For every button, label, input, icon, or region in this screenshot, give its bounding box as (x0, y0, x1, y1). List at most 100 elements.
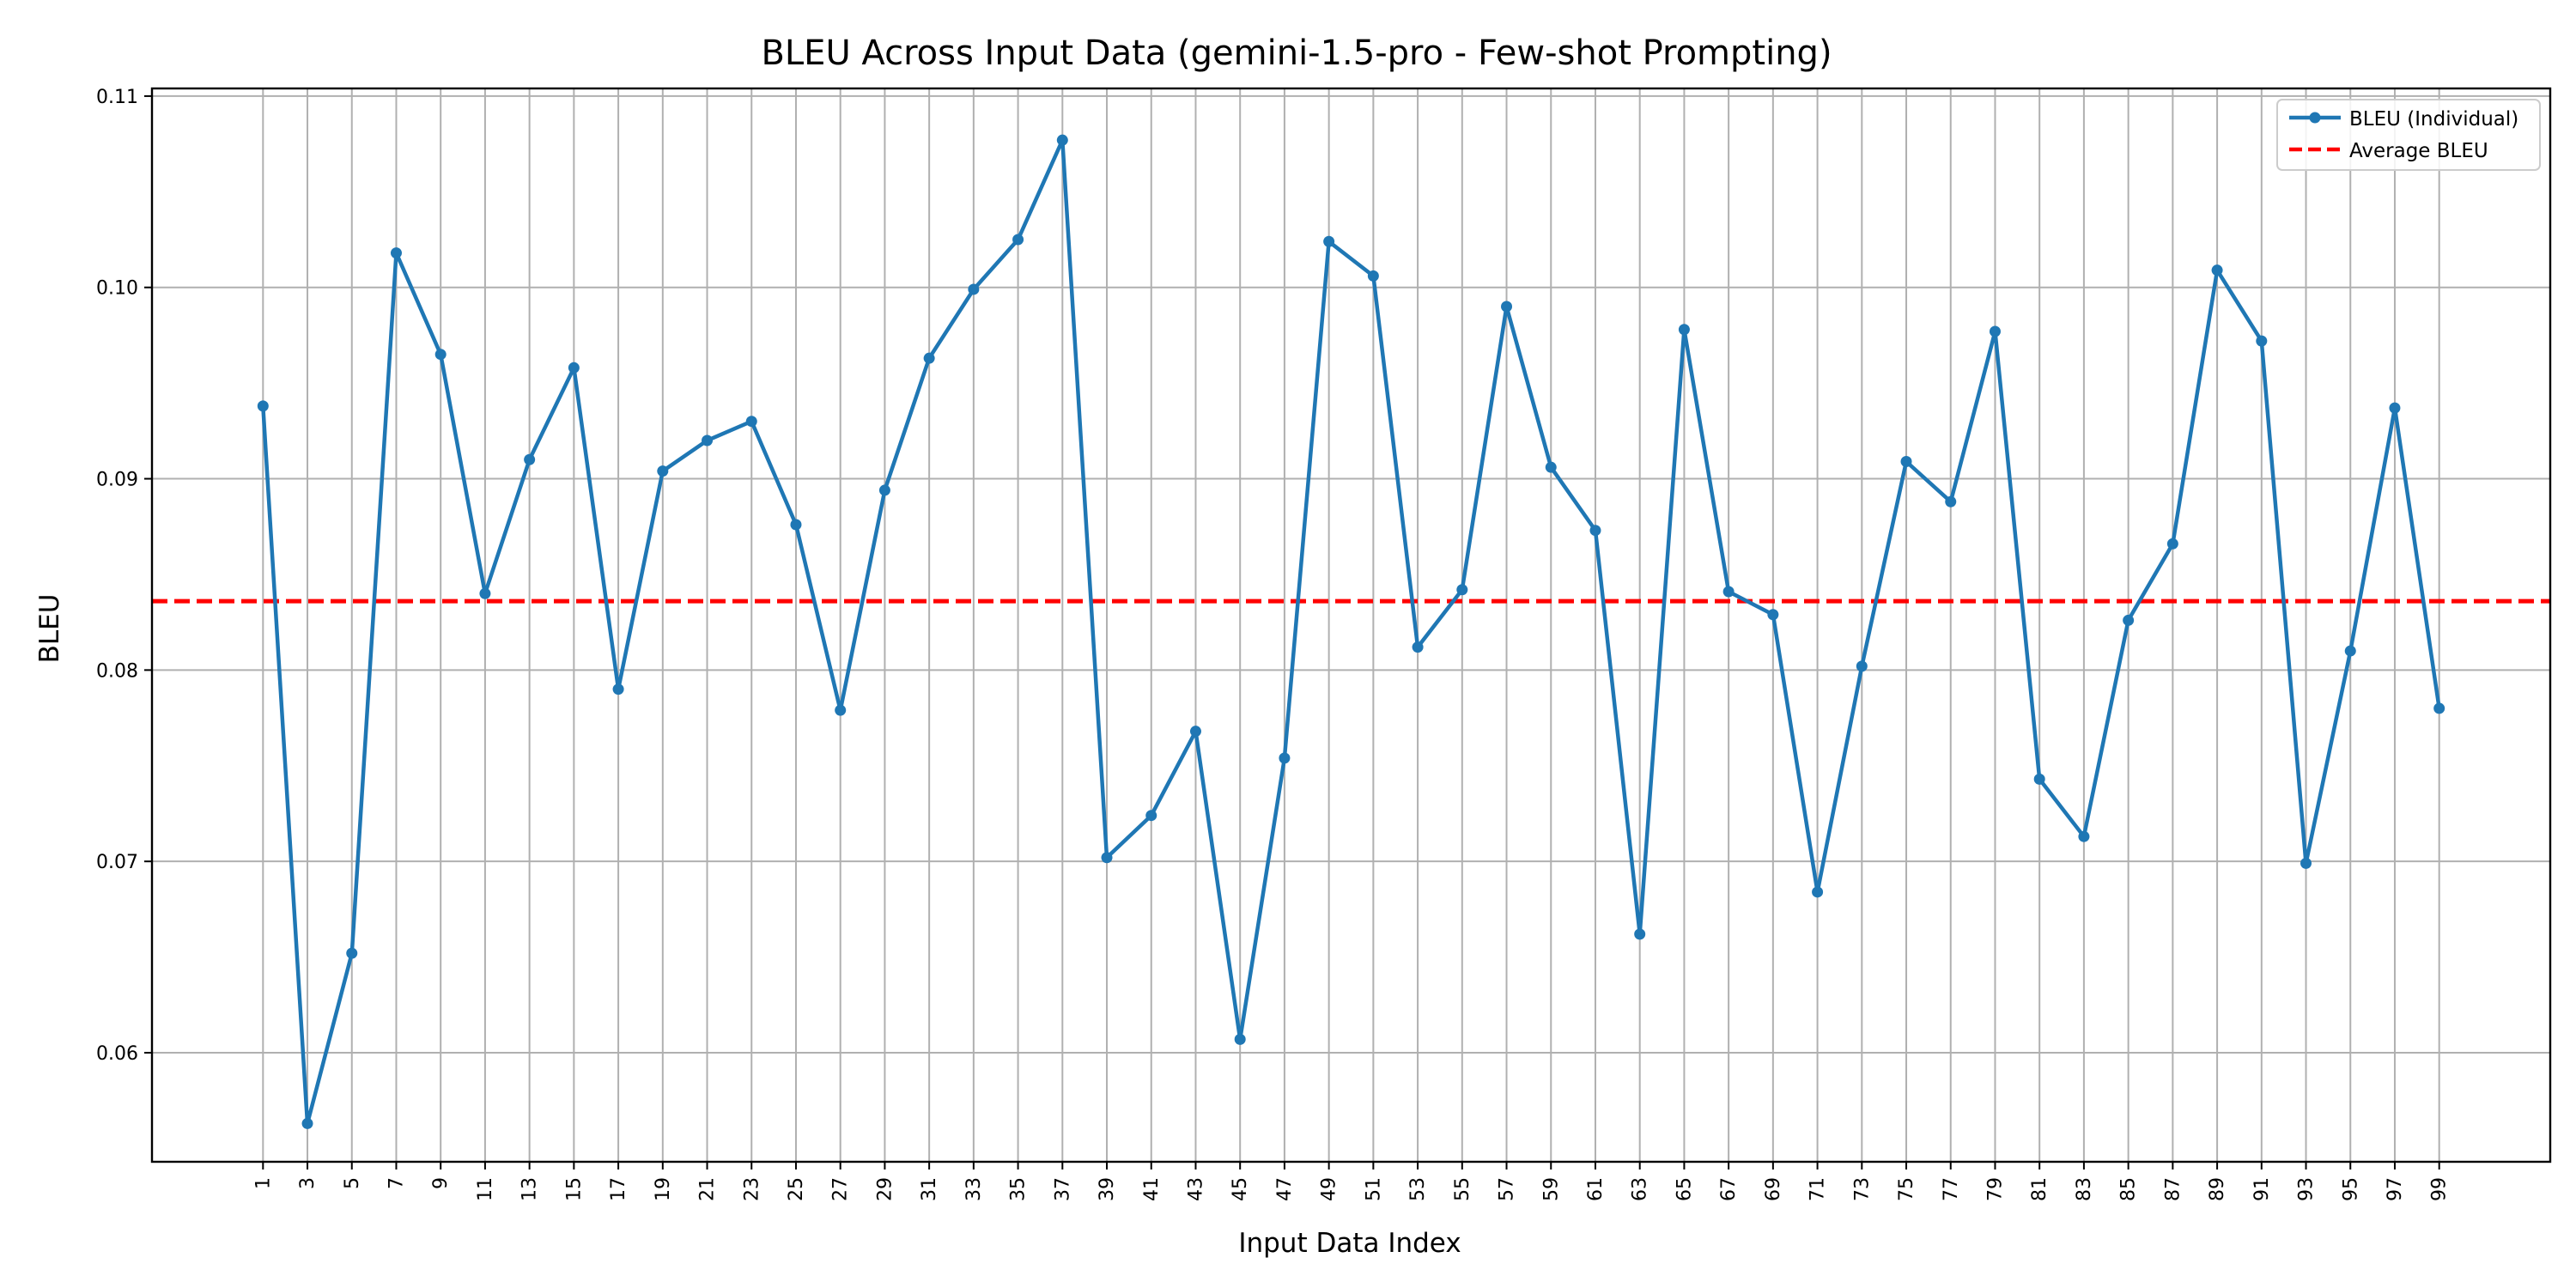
bleu-data-point (1945, 495, 1957, 507)
bleu-data-point (390, 247, 402, 259)
legend-average-label: Average BLEU (2349, 140, 2488, 162)
series-layer (257, 134, 2445, 1129)
bleu-data-point (1456, 584, 1468, 596)
x-tick-label: 31 (919, 1177, 940, 1201)
x-tick-label: 77 (1941, 1177, 1962, 1201)
x-tick-label: 7 (386, 1177, 407, 1189)
bleu-data-point (1678, 324, 1690, 336)
x-tick-label: 1 (252, 1177, 274, 1189)
bleu-series-line (261, 137, 2441, 1126)
x-tick-label: 57 (1497, 1177, 1518, 1201)
x-tick-label: 51 (1363, 1177, 1384, 1201)
bleu-data-point (1989, 325, 2001, 337)
bleu-data-point (1145, 810, 1157, 822)
bleu-data-point (1812, 886, 1824, 898)
bleu-data-point (657, 465, 669, 477)
y-tick-label: 0.10 (96, 278, 138, 300)
bleu-data-point (301, 1117, 313, 1129)
x-tick-label: 91 (2251, 1177, 2273, 1201)
x-tick-label: 29 (874, 1177, 896, 1201)
bleu-data-point (1722, 586, 1735, 598)
bleu-data-point (878, 484, 890, 496)
bleu-data-point (968, 283, 980, 295)
x-tick-label: 63 (1630, 1177, 1651, 1201)
y-tick-label: 0.06 (96, 1043, 138, 1065)
bleu-data-point (1634, 928, 1646, 940)
x-tick-label: 69 (1763, 1177, 1784, 1201)
bleu-data-point (790, 519, 802, 531)
x-tick-label: 25 (786, 1177, 807, 1201)
y-tick-label: 0.08 (96, 660, 138, 682)
x-tick-label: 73 (1851, 1177, 1873, 1201)
bleu-data-point (2211, 264, 2223, 276)
x-tick-label: 21 (697, 1177, 719, 1201)
x-tick-label: 9 (430, 1177, 452, 1189)
x-tick-label: 41 (1141, 1177, 1163, 1201)
x-tick-label: 35 (1008, 1177, 1030, 1201)
bleu-data-point (2033, 773, 2045, 785)
bleu-data-point (2433, 702, 2445, 714)
bleu-data-point (1545, 461, 1557, 473)
x-tick-label: 47 (1274, 1177, 1296, 1201)
x-tick-label: 79 (1984, 1177, 2006, 1201)
x-tick-label: 85 (2118, 1177, 2140, 1201)
bleu-data-point (2166, 538, 2178, 550)
x-tick-label: 15 (563, 1177, 585, 1201)
x-tick-label: 71 (1807, 1177, 1829, 1201)
x-tick-label: 45 (1230, 1177, 1251, 1201)
x-tick-label: 99 (2429, 1177, 2451, 1201)
bleu-data-point (2344, 645, 2356, 657)
plot-frame (150, 87, 2552, 1163)
bleu-data-point (1012, 234, 1024, 246)
bleu-data-point (1856, 660, 1868, 672)
x-tick-label: 65 (1674, 1177, 1695, 1201)
x-tick-label: 55 (1452, 1177, 1473, 1201)
legend-series-label: BLEU (Individual) (2349, 108, 2518, 131)
bleu-data-point (1412, 641, 1424, 653)
x-axis-label: Input Data Index (1238, 1228, 1461, 1259)
legend-box (2276, 99, 2541, 171)
bleu-data-point (1501, 301, 1513, 313)
x-axis-ticks: 1 3 5 7 9 11 13 15 17 19 21 23 25 27 29 31 33 35 37 39 41 43 4… (252, 1162, 2451, 1201)
bleu-data-point (1900, 455, 1912, 467)
bleu-data-point (835, 704, 847, 716)
x-tick-label: 93 (2296, 1177, 2318, 1201)
bleu-data-point (2389, 402, 2401, 414)
bleu-data-point (479, 587, 491, 599)
bleu-data-point (2256, 335, 2268, 347)
bleu-data-point (524, 453, 536, 465)
bleu-data-point (2078, 830, 2090, 842)
y-tick-label: 0.11 (96, 87, 138, 108)
x-tick-label: 33 (963, 1177, 985, 1201)
x-tick-label: 13 (519, 1177, 541, 1201)
bleu-data-point (923, 352, 935, 364)
bleu-data-point (1323, 235, 1335, 247)
y-tick-label: 0.07 (96, 852, 138, 873)
bleu-data-point (346, 947, 358, 959)
bleu-data-point (1767, 609, 1779, 621)
x-tick-label: 53 (1407, 1177, 1429, 1201)
x-tick-label: 43 (1185, 1177, 1206, 1201)
bleu-data-point (612, 683, 624, 696)
x-tick-label: 37 (1052, 1177, 1073, 1201)
x-tick-label: 49 (1319, 1177, 1340, 1201)
x-tick-label: 75 (1896, 1177, 1917, 1201)
x-tick-label: 97 (2385, 1177, 2406, 1201)
bleu-data-point (1279, 752, 1291, 764)
y-axis-label: BLEU (34, 594, 65, 664)
x-tick-label: 61 (1585, 1177, 1607, 1201)
x-tick-label: 67 (1718, 1177, 1740, 1201)
x-tick-label: 27 (830, 1177, 852, 1201)
chart-title: BLEU Across Input Data (gemini-1.5-pro -… (761, 33, 1832, 73)
bleu-data-point (568, 361, 580, 374)
bleu-data-point (257, 400, 269, 412)
y-axis-ticks: 0.06 0.07 0.08 0.09 0.10 0.11 (96, 87, 152, 1065)
bleu-data-point (1056, 134, 1068, 146)
x-tick-label: 89 (2207, 1177, 2228, 1201)
legend: BLEU (Individual) Average BLEU (2276, 99, 2541, 171)
x-tick-label: 59 (1540, 1177, 1562, 1201)
x-tick-label: 3 (297, 1177, 319, 1189)
bleu-data-point (1101, 852, 1113, 864)
